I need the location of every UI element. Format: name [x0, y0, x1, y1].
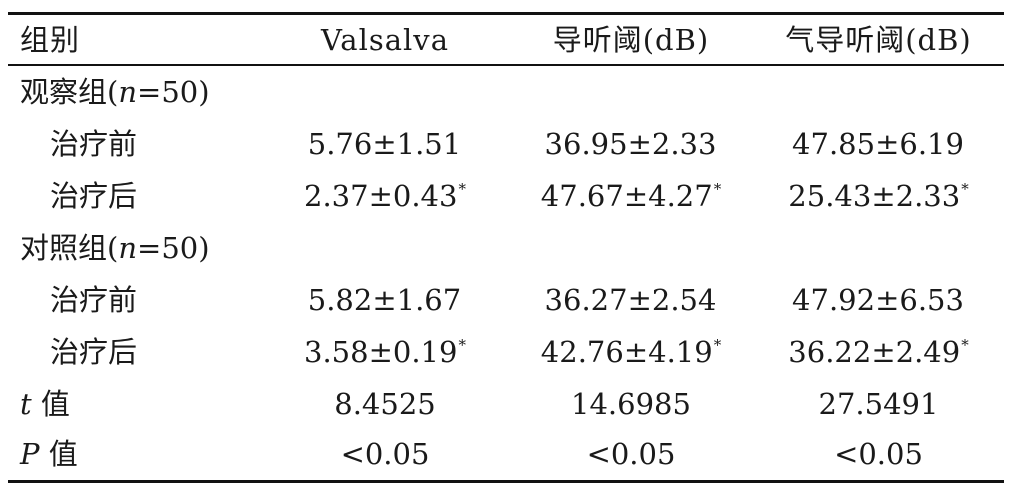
cell-value: 47.67±4.27* [540, 179, 722, 213]
table-row: 治疗后 2.37±0.43* 47.67±4.27* 25.43±2.33* [8, 170, 1004, 222]
cell-value: 5.82±1.67 [307, 283, 462, 317]
header-rule [8, 64, 1004, 66]
header-bone-threshold: 导听阈(dB) [552, 23, 710, 57]
significance-mark: * [458, 336, 466, 354]
cell-value: 36.95±2.33 [544, 127, 717, 161]
row-label: 治疗后 [50, 335, 138, 369]
group-label: 对照组(n=50) [20, 231, 210, 265]
header-air-threshold: 气导听阈(dB) [785, 23, 972, 57]
cell-value: 42.76±4.19* [540, 335, 722, 369]
cell-value: <0.05 [834, 437, 923, 471]
header-valsalva: Valsalva [321, 23, 449, 57]
bottom-rule [8, 480, 1004, 483]
significance-mark: * [713, 336, 722, 354]
top-rule [8, 12, 1004, 15]
cell-value: 8.4525 [334, 387, 436, 421]
cell-value: 47.85±6.19 [792, 127, 964, 161]
row-label: 治疗后 [50, 179, 138, 213]
header-row: 组别 Valsalva 导听阈(dB) 气导听阈(dB) [8, 14, 1004, 66]
row-label: P 值 [20, 437, 78, 471]
cell-value: 36.22±2.49* [788, 335, 969, 369]
cell-value: 5.76±1.51 [307, 127, 462, 161]
significance-mark: * [458, 180, 466, 198]
group-row-control: 对照组(n=50) [8, 222, 1004, 274]
cell-value: 2.37±0.43* [304, 179, 466, 213]
cell-value: <0.05 [586, 437, 676, 471]
cell-value: 3.58±0.19* [304, 335, 466, 369]
p-value-row: P 值 <0.05 <0.05 <0.05 [8, 428, 1004, 480]
significance-mark: * [961, 180, 969, 198]
t-value-row: t 值 8.4525 14.6985 27.5491 [8, 378, 1004, 430]
cell-value: 47.92±6.53 [792, 283, 964, 317]
row-label: t 值 [20, 387, 70, 421]
header-group: 组别 [20, 23, 81, 57]
group-row-observation: 观察组(n=50) [8, 66, 1004, 118]
table-row: 治疗前 5.82±1.67 36.27±2.54 47.92±6.53 [8, 274, 1004, 326]
cell-value: 14.6985 [571, 387, 691, 421]
table-row: 治疗前 5.76±1.51 36.95±2.33 47.85±6.19 [8, 118, 1004, 170]
table-row: 治疗后 3.58±0.19* 42.76±4.19* 36.22±2.49* [8, 326, 1004, 378]
cell-value: 27.5491 [818, 387, 939, 421]
cell-value: <0.05 [340, 437, 430, 471]
cell-value: 36.27±2.54 [544, 283, 717, 317]
significance-mark: * [713, 180, 722, 198]
row-label: 治疗前 [50, 283, 138, 317]
row-label: 治疗前 [50, 127, 138, 161]
significance-mark: * [961, 336, 969, 354]
group-label: 观察组(n=50) [20, 75, 210, 109]
cell-value: 25.43±2.33* [788, 179, 969, 213]
